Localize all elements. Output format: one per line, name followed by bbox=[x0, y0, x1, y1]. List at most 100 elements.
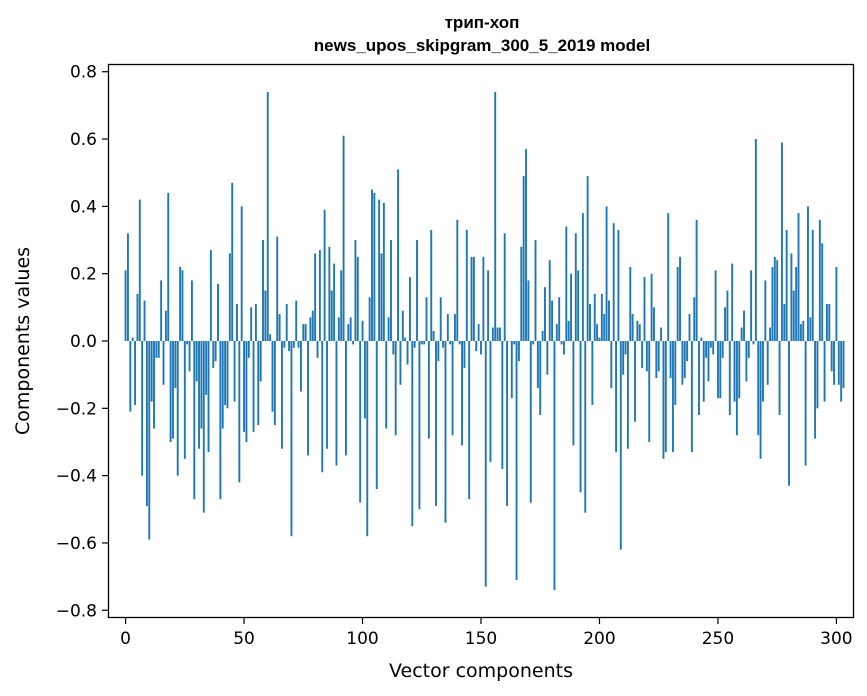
bar-171 bbox=[529, 341, 532, 503]
x-axis-label: Vector components bbox=[389, 660, 573, 682]
bar-205 bbox=[610, 341, 613, 389]
bar-190 bbox=[574, 233, 577, 341]
bar-98 bbox=[356, 256, 359, 341]
bar-223 bbox=[653, 307, 655, 341]
bar-79 bbox=[311, 310, 314, 341]
bar-216 bbox=[636, 320, 639, 341]
bar-65 bbox=[278, 314, 281, 341]
bar-113 bbox=[392, 341, 395, 355]
bar-110 bbox=[385, 341, 388, 429]
bar-153 bbox=[487, 270, 490, 341]
bar-7 bbox=[141, 341, 144, 476]
bar-208 bbox=[617, 229, 620, 341]
bar-260 bbox=[740, 327, 743, 341]
bar-135 bbox=[444, 341, 447, 523]
bar-300 bbox=[835, 266, 838, 341]
bar-41 bbox=[221, 341, 224, 429]
bar-37 bbox=[212, 341, 215, 368]
bar-276 bbox=[778, 341, 781, 416]
bar-3 bbox=[131, 337, 134, 341]
bar-156 bbox=[494, 91, 497, 342]
bar-292 bbox=[816, 341, 819, 409]
bar-230 bbox=[669, 341, 672, 379]
bar-183 bbox=[558, 297, 561, 341]
bar-163 bbox=[510, 341, 513, 399]
bar-172 bbox=[532, 341, 535, 345]
bar-17 bbox=[164, 310, 167, 341]
bar-231 bbox=[671, 341, 674, 453]
bar-19 bbox=[169, 341, 172, 442]
bar-182 bbox=[555, 324, 558, 341]
bar-28 bbox=[190, 280, 193, 341]
bar-196 bbox=[589, 303, 591, 341]
bar-187 bbox=[567, 320, 570, 341]
bar-271 bbox=[766, 341, 769, 385]
bar-84 bbox=[323, 209, 326, 341]
bar-129 bbox=[430, 229, 433, 341]
y-axis-label: Components values bbox=[12, 247, 34, 435]
bar-36 bbox=[209, 250, 212, 341]
bar-274 bbox=[773, 256, 776, 341]
bar-235 bbox=[681, 341, 684, 385]
bar-132 bbox=[437, 341, 440, 362]
bar-95 bbox=[349, 317, 352, 341]
bar-42 bbox=[224, 341, 227, 405]
bar-222 bbox=[650, 273, 653, 341]
bar-157 bbox=[496, 327, 499, 341]
bar-246 bbox=[707, 341, 710, 382]
x-tick-label: 200 bbox=[583, 629, 615, 649]
bar-48 bbox=[238, 341, 241, 483]
bar-148 bbox=[475, 341, 478, 352]
bar-290 bbox=[811, 229, 814, 341]
bar-94 bbox=[347, 324, 350, 341]
bar-189 bbox=[572, 341, 575, 446]
bar-286 bbox=[802, 320, 805, 341]
bar-54 bbox=[252, 341, 255, 432]
bar-269 bbox=[762, 341, 764, 402]
y-tick-label: 0.2 bbox=[70, 265, 97, 285]
bar-8 bbox=[143, 300, 146, 341]
bar-138 bbox=[451, 341, 454, 436]
bar-123 bbox=[416, 240, 418, 341]
bar-77 bbox=[307, 341, 309, 456]
bar-202 bbox=[603, 314, 606, 341]
bar-250 bbox=[716, 341, 719, 399]
bar-169 bbox=[525, 149, 527, 341]
bar-39 bbox=[217, 283, 219, 341]
bar-120 bbox=[408, 277, 411, 341]
bar-206 bbox=[612, 223, 615, 341]
bar-241 bbox=[695, 219, 698, 341]
y-tick-label: 0.6 bbox=[70, 130, 97, 150]
bar-219 bbox=[643, 277, 646, 341]
bar-127 bbox=[425, 297, 428, 341]
bar-299 bbox=[833, 341, 835, 385]
bar-5 bbox=[136, 293, 139, 341]
bar-152 bbox=[484, 341, 487, 587]
bar-85 bbox=[326, 341, 328, 449]
bar-289 bbox=[809, 317, 812, 341]
bar-217 bbox=[638, 324, 641, 341]
bar-291 bbox=[814, 341, 817, 439]
bar-91 bbox=[340, 270, 343, 341]
bar-161 bbox=[506, 341, 509, 506]
bar-227 bbox=[662, 341, 665, 459]
bar-73 bbox=[297, 341, 300, 348]
bar-11 bbox=[150, 341, 153, 402]
bar-278 bbox=[783, 303, 786, 341]
bar-174 bbox=[536, 341, 539, 389]
y-tick-label: −0.8 bbox=[56, 601, 97, 621]
bar-265 bbox=[752, 341, 755, 345]
bar-71 bbox=[292, 341, 295, 348]
bar-97 bbox=[354, 240, 357, 341]
bar-209 bbox=[619, 341, 622, 550]
bar-166 bbox=[517, 341, 520, 362]
bar-119 bbox=[406, 341, 409, 365]
bar-297 bbox=[828, 303, 831, 341]
bar-213 bbox=[629, 266, 632, 341]
bar-298 bbox=[830, 341, 833, 372]
bar-118 bbox=[404, 337, 407, 341]
bar-253 bbox=[724, 307, 726, 341]
bar-261 bbox=[743, 310, 745, 341]
bar-149 bbox=[477, 324, 480, 341]
bar-296 bbox=[825, 303, 828, 341]
